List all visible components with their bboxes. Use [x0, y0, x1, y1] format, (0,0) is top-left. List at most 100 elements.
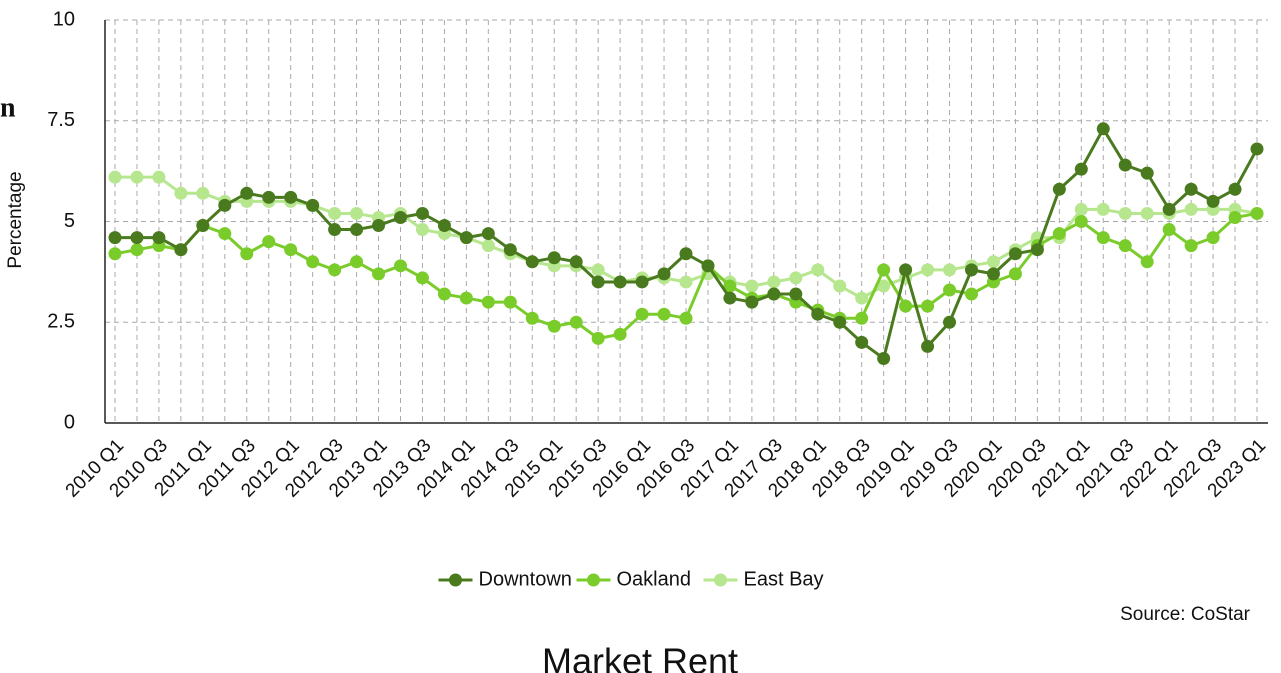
marker [1030, 243, 1044, 257]
marker [613, 275, 627, 289]
legend-label: Downtown [479, 568, 572, 590]
marker [921, 339, 935, 353]
y-tick-label: 7.5 [47, 109, 75, 131]
marker [152, 170, 166, 184]
marker [130, 243, 144, 257]
marker [284, 190, 298, 204]
marker [789, 271, 803, 285]
marker [613, 327, 627, 341]
marker [1118, 239, 1132, 253]
marker [965, 263, 978, 277]
marker [372, 267, 386, 281]
marker [657, 307, 671, 321]
marker [1096, 231, 1110, 245]
marker [943, 263, 957, 277]
marker [306, 198, 320, 212]
legend-label: East Bay [744, 568, 824, 590]
marker [481, 239, 495, 253]
marker [415, 206, 429, 220]
legend-marker [449, 573, 462, 587]
marker [108, 231, 122, 245]
marker [1052, 227, 1066, 241]
marker [569, 255, 583, 269]
marker [262, 190, 276, 204]
marker [986, 267, 1000, 281]
marker [723, 291, 737, 305]
marker [679, 275, 693, 289]
marker [591, 263, 605, 277]
marker [1184, 202, 1198, 216]
marker [1096, 122, 1110, 136]
marker [1140, 255, 1154, 269]
marker [723, 279, 737, 293]
marker [1250, 206, 1264, 220]
marker [174, 243, 188, 257]
marker [1206, 194, 1220, 208]
marker [635, 275, 649, 289]
marker [328, 223, 342, 237]
marker [679, 247, 693, 261]
marker [394, 210, 407, 224]
marker [547, 319, 561, 333]
marker [459, 231, 473, 245]
marker [481, 295, 495, 309]
marker [657, 267, 671, 281]
source: Source: CoStar [1120, 604, 1251, 625]
marker [481, 227, 495, 241]
marker [196, 186, 210, 200]
marker [767, 275, 781, 289]
marker [811, 263, 825, 277]
marker [1118, 206, 1132, 220]
marker [877, 279, 891, 293]
marker [394, 259, 407, 273]
marker [503, 295, 517, 309]
marker [262, 235, 276, 249]
marker [525, 255, 539, 269]
marker [635, 307, 649, 321]
marker [855, 335, 869, 349]
marker [833, 315, 847, 329]
y-tick-label: 0 [64, 411, 75, 433]
marker [855, 311, 869, 325]
marker [855, 291, 869, 305]
marker [1118, 158, 1132, 172]
marker [328, 206, 342, 220]
marker [350, 206, 364, 220]
marker [1074, 202, 1088, 216]
marker [1184, 239, 1198, 253]
y-axis-label: Percentage [5, 171, 26, 268]
marker [306, 255, 320, 269]
marker [218, 227, 232, 241]
marker [1228, 210, 1242, 224]
marker [1140, 206, 1154, 220]
marker [965, 287, 978, 301]
marker [174, 186, 188, 200]
y-tick-label: 5 [64, 210, 75, 232]
marker [108, 247, 122, 261]
marker [525, 311, 539, 325]
marker [240, 247, 254, 261]
marker [1052, 182, 1066, 196]
marker [1008, 247, 1022, 261]
marker [415, 223, 429, 237]
chart-title: Market Rent [542, 641, 738, 673]
marker [679, 311, 693, 325]
marker [833, 279, 847, 293]
marker [811, 307, 825, 321]
marker [240, 186, 254, 200]
y-tick-label: 10 [53, 8, 75, 30]
marker [108, 170, 122, 184]
marker [1162, 202, 1176, 216]
legend-label: Oakland [617, 568, 692, 590]
marker [372, 219, 386, 233]
marker [218, 198, 232, 212]
marker [591, 331, 605, 345]
series [108, 122, 1264, 366]
marker [547, 251, 561, 265]
marker [1140, 166, 1154, 180]
marker [459, 291, 473, 305]
marker [767, 287, 781, 301]
y-tick-label: 2.5 [47, 311, 75, 333]
marker [130, 170, 144, 184]
